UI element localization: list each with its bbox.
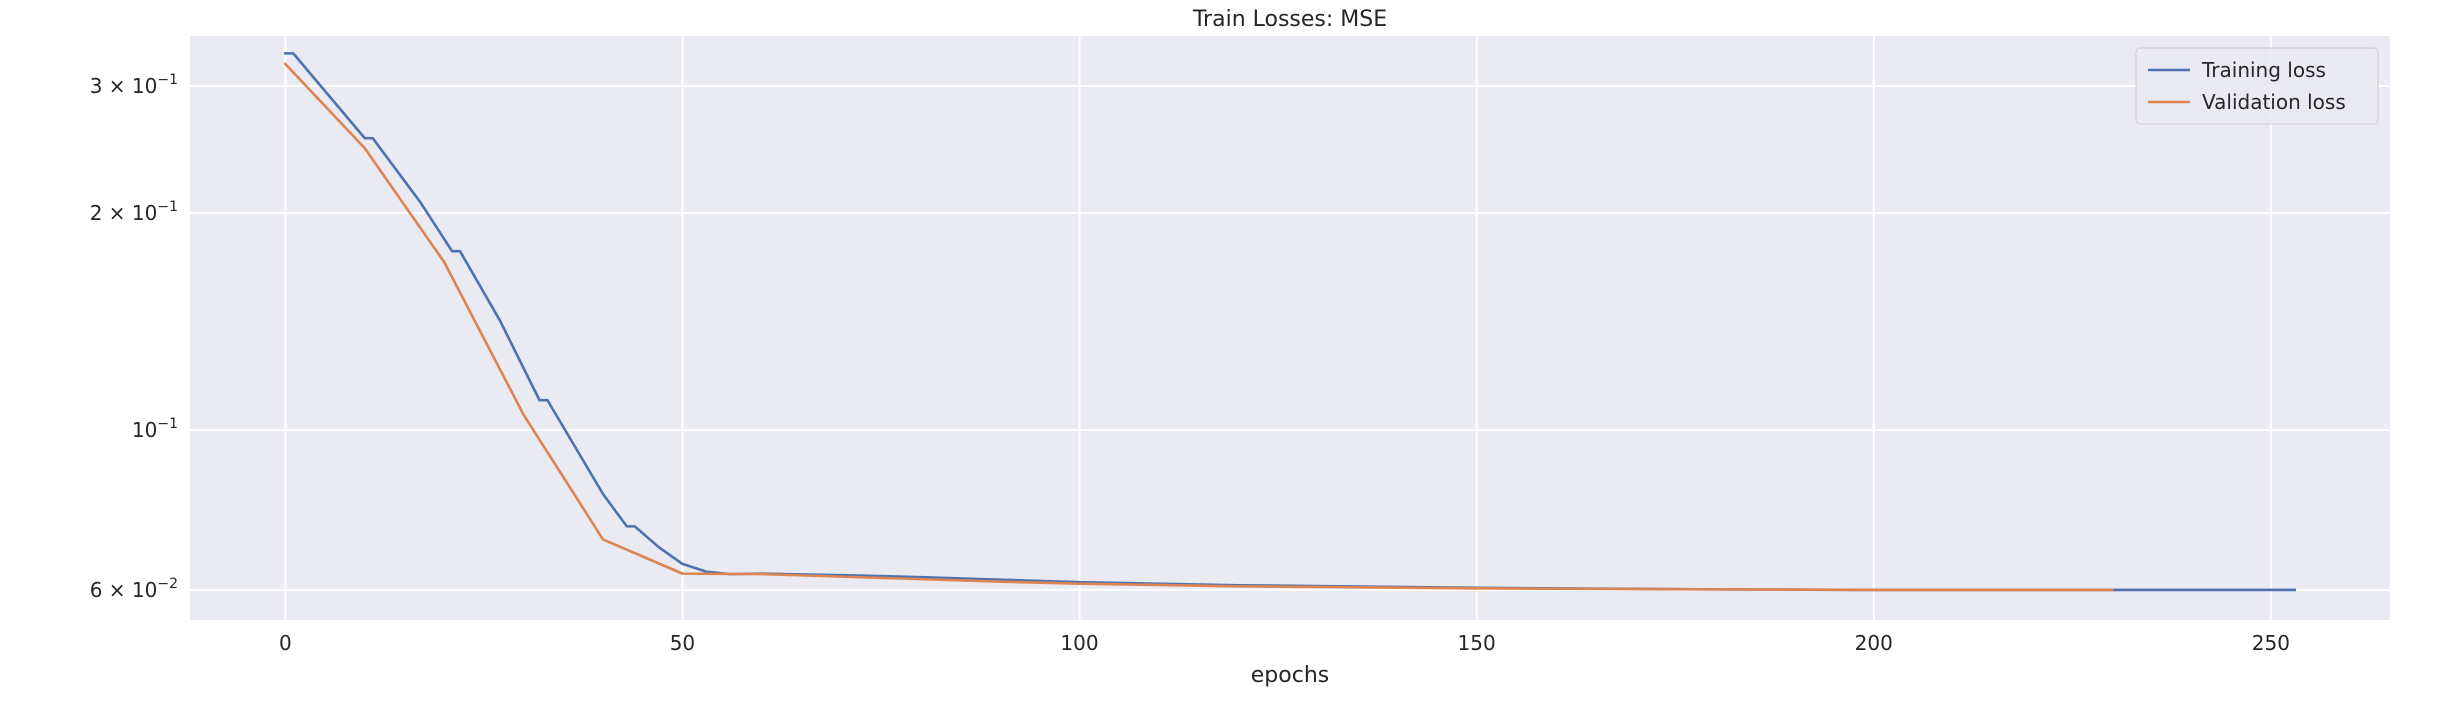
y-tick-label: 2 × 10−1 [90, 199, 178, 225]
x-tick-label: 0 [279, 631, 292, 655]
y-tick-label: 10−1 [132, 416, 178, 442]
x-tick-label: 50 [670, 631, 695, 655]
y-tick-label: 6 × 10−2 [90, 576, 178, 602]
x-tick-label: 250 [2252, 631, 2290, 655]
x-tick-label: 200 [1855, 631, 1893, 655]
chart-title: Train Losses: MSE [1192, 7, 1387, 32]
legend-entry-1: Validation loss [2202, 90, 2346, 114]
x-axis-ticks: 0 50 100 150 200 250 [279, 631, 2290, 655]
legend-entry-0: Training loss [2201, 58, 2326, 82]
plot-area [190, 36, 2390, 620]
y-tick-label: 3 × 10−1 [90, 72, 178, 98]
x-tick-label: 100 [1060, 631, 1098, 655]
series-lines [283, 52, 2296, 592]
x-tick-label: 150 [1458, 631, 1496, 655]
legend-box [2135, 47, 2379, 125]
y-axis-ticks: 6 × 10−2 10−1 2 × 10−1 3 × 10−1 [90, 72, 178, 602]
grid-lines [190, 36, 2390, 620]
x-axis-label: epochs [1251, 663, 1329, 688]
series-line-1 [283, 62, 2114, 592]
legend: Training loss Validation loss [2135, 47, 2379, 125]
